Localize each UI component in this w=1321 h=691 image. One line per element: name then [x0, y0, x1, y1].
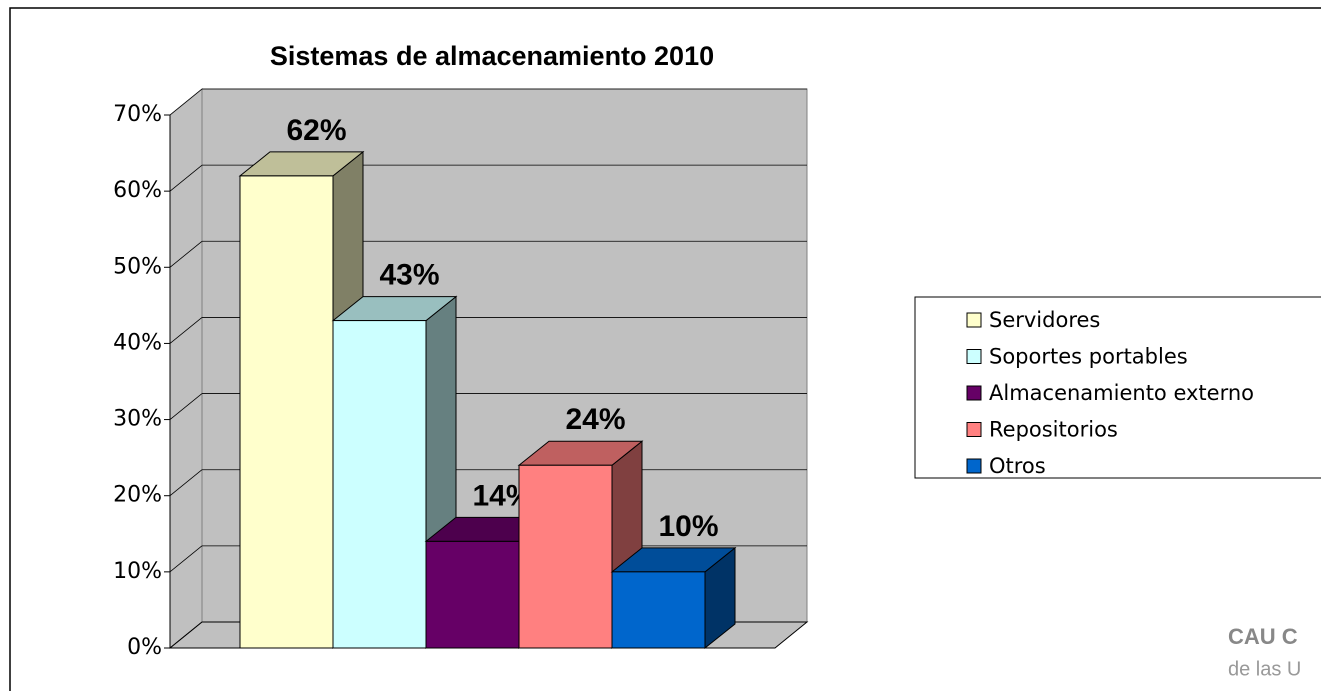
bar-front	[611, 571, 706, 649]
legend: Servidores Soportes portables Almacenamien…	[966, 308, 1254, 478]
grid-line-side	[169, 393, 203, 420]
side-wall	[169, 87, 203, 650]
logo-subtext: de las U	[1228, 658, 1301, 680]
bar-front	[518, 464, 613, 649]
data-label: 62%	[286, 114, 346, 147]
plot-area: 0%10%20%30%40%50%60%70% 62%43%14%24%10%	[113, 87, 809, 660]
grid-line-side	[169, 621, 203, 649]
data-label: 24%	[565, 403, 625, 436]
legend-box	[914, 296, 1321, 479]
legend-label: Repositorios	[989, 418, 1118, 442]
grid-line-side	[169, 545, 203, 573]
y-tick-label: 30%	[113, 407, 162, 432]
grid-line-side	[169, 317, 203, 344]
y-tick-label: 70%	[113, 102, 162, 127]
grid-line-side	[169, 164, 203, 192]
legend-swatch	[966, 422, 982, 437]
grid-line-side	[169, 88, 203, 116]
y-tick-label: 20%	[113, 483, 162, 508]
y-tick-label: 40%	[113, 330, 162, 355]
logo-text: CAU C	[1228, 624, 1298, 649]
bar-front	[239, 175, 334, 649]
legend-label: Soportes portables	[989, 345, 1188, 369]
data-label: 43%	[379, 259, 439, 292]
legend-label: Servidores	[989, 308, 1100, 332]
grid-line-side	[169, 469, 203, 497]
bar-front	[425, 540, 520, 649]
y-tick-label: 60%	[113, 178, 162, 203]
legend-swatch	[966, 385, 982, 401]
legend-swatch	[966, 349, 982, 364]
bar	[610, 546, 737, 650]
y-tick-label: 0%	[127, 635, 162, 660]
grid-line-side	[169, 240, 203, 268]
legend-label: Otros	[989, 454, 1046, 478]
bar-front	[332, 320, 427, 649]
legend-swatch	[966, 458, 982, 474]
y-tick-label: 10%	[113, 559, 162, 584]
data-label: 10%	[658, 510, 718, 543]
y-tick-label: 50%	[113, 254, 162, 279]
legend-swatch	[966, 312, 982, 328]
chart-title: Sistemas de almacenamiento 2010	[270, 41, 714, 71]
legend-label: Almacenamiento externo	[989, 381, 1254, 405]
